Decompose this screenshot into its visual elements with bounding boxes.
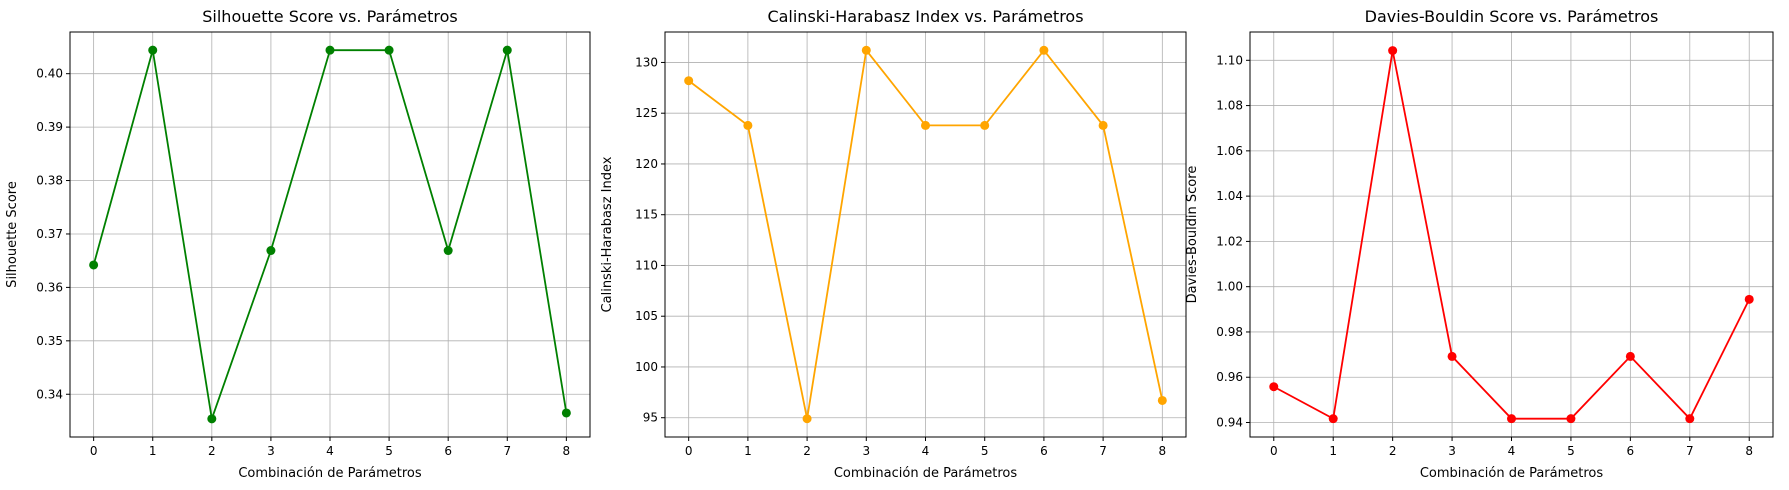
x-tick-label: 8 xyxy=(563,444,571,458)
x-axis-label: Combinación de Parámetros xyxy=(238,466,422,481)
y-axis-label: Silhouette Score xyxy=(5,181,20,288)
data-point xyxy=(502,45,512,55)
data-point xyxy=(1098,120,1108,130)
chart-title: Calinski-Harabasz Index vs. Parámetros xyxy=(767,7,1083,26)
data-point xyxy=(561,408,571,418)
x-tick-label: 5 xyxy=(385,444,393,458)
y-axis-label: Davies-Bouldin Score xyxy=(1185,166,1200,304)
y-tick-label: 1.00 xyxy=(1216,280,1243,294)
data-point xyxy=(980,120,990,130)
x-tick-label: 2 xyxy=(208,444,216,458)
data-point xyxy=(1507,414,1516,424)
y-tick-label: 0.96 xyxy=(1216,370,1243,384)
x-tick-label: 0 xyxy=(685,444,693,458)
data-point xyxy=(443,246,453,256)
data-point xyxy=(861,45,871,55)
x-axis-label: Combinación de Parámetros xyxy=(834,466,1018,481)
data-point xyxy=(684,76,694,86)
y-tick-label: 110 xyxy=(635,258,658,272)
y-tick-label: 0.37 xyxy=(36,227,63,241)
x-tick-label: 1 xyxy=(744,444,752,458)
x-tick-label: 4 xyxy=(1508,444,1516,458)
data-point xyxy=(802,414,812,424)
x-tick-label: 1 xyxy=(149,444,157,458)
x-tick-label: 2 xyxy=(1389,444,1397,458)
data-point xyxy=(1157,395,1167,405)
x-tick-label: 4 xyxy=(922,444,930,458)
data-point xyxy=(1388,46,1398,56)
data-point xyxy=(1744,294,1754,304)
chart-title: Silhouette Score vs. Parámetros xyxy=(202,7,457,26)
x-tick-label: 5 xyxy=(981,444,989,458)
y-tick-label: 120 xyxy=(635,157,658,171)
y-tick-label: 0.40 xyxy=(36,67,63,81)
chart-title: Davies-Bouldin Score vs. Parámetros xyxy=(1365,7,1659,26)
y-tick-label: 1.08 xyxy=(1216,99,1243,113)
x-tick-label: 1 xyxy=(1329,444,1337,458)
x-tick-label: 0 xyxy=(1270,444,1278,458)
data-point xyxy=(1685,414,1695,424)
y-tick-label: 0.98 xyxy=(1216,325,1243,339)
data-point xyxy=(1039,45,1049,55)
y-tick-label: 100 xyxy=(635,360,658,374)
y-tick-label: 105 xyxy=(635,309,658,323)
data-point xyxy=(266,246,276,256)
data-point xyxy=(325,45,335,55)
x-tick-label: 3 xyxy=(862,444,870,458)
y-tick-label: 125 xyxy=(635,106,658,120)
x-tick-label: 7 xyxy=(503,444,511,458)
y-tick-label: 0.94 xyxy=(1216,416,1243,430)
y-axis-label: Calinski-Harabasz Index xyxy=(600,156,615,312)
x-tick-label: 7 xyxy=(1686,444,1694,458)
y-tick-label: 1.02 xyxy=(1216,234,1243,248)
y-tick-label: 115 xyxy=(635,208,658,222)
x-tick-label: 3 xyxy=(1448,444,1456,458)
y-tick-label: 0.39 xyxy=(36,120,63,134)
data-point xyxy=(1566,414,1576,424)
data-point xyxy=(89,260,99,270)
x-axis-label: Combinación de Parámetros xyxy=(1420,466,1604,481)
x-tick-label: 6 xyxy=(444,444,452,458)
y-tick-label: 0.36 xyxy=(36,280,63,294)
y-tick-label: 1.10 xyxy=(1216,53,1243,67)
x-tick-label: 6 xyxy=(1627,444,1635,458)
x-tick-label: 5 xyxy=(1567,444,1575,458)
chart-1: 0 1 2 3 4 5 6 7 8 95 100 105 110 115 120 125 130 Calinski… xyxy=(600,7,1187,481)
y-tick-label: 130 xyxy=(635,55,658,69)
y-tick-label: 0.35 xyxy=(36,334,63,348)
x-tick-label: 4 xyxy=(326,444,334,458)
data-point xyxy=(384,45,394,55)
x-tick-label: 0 xyxy=(90,444,98,458)
data-point xyxy=(207,414,217,424)
y-tick-label: 0.34 xyxy=(36,387,63,401)
data-point xyxy=(1269,382,1279,392)
data-point xyxy=(1328,414,1338,424)
y-tick-label: 95 xyxy=(643,411,658,425)
x-tick-label: 6 xyxy=(1040,444,1048,458)
x-tick-label: 2 xyxy=(803,444,811,458)
data-point xyxy=(743,120,753,130)
data-point xyxy=(1625,351,1635,361)
x-tick-label: 8 xyxy=(1745,444,1753,458)
y-tick-label: 0.38 xyxy=(36,174,63,188)
y-tick-label: 1.06 xyxy=(1216,144,1243,158)
x-tick-label: 3 xyxy=(267,444,275,458)
data-point xyxy=(1447,351,1457,361)
data-point xyxy=(921,120,930,130)
x-tick-label: 8 xyxy=(1158,444,1166,458)
chart-0: 0 1 2 3 4 5 6 7 8 0.34 0.35 0.36 0.37 0.38 0.39 0.40 Sil… xyxy=(5,7,591,481)
chart-2: 0 1 2 3 4 5 6 7 8 0.94 0.96 0.98 1.00 1.02 1.04 1.06 1.0… xyxy=(1185,7,1774,481)
x-tick-label: 7 xyxy=(1099,444,1107,458)
y-tick-label: 1.04 xyxy=(1216,189,1243,203)
data-point xyxy=(148,45,158,55)
